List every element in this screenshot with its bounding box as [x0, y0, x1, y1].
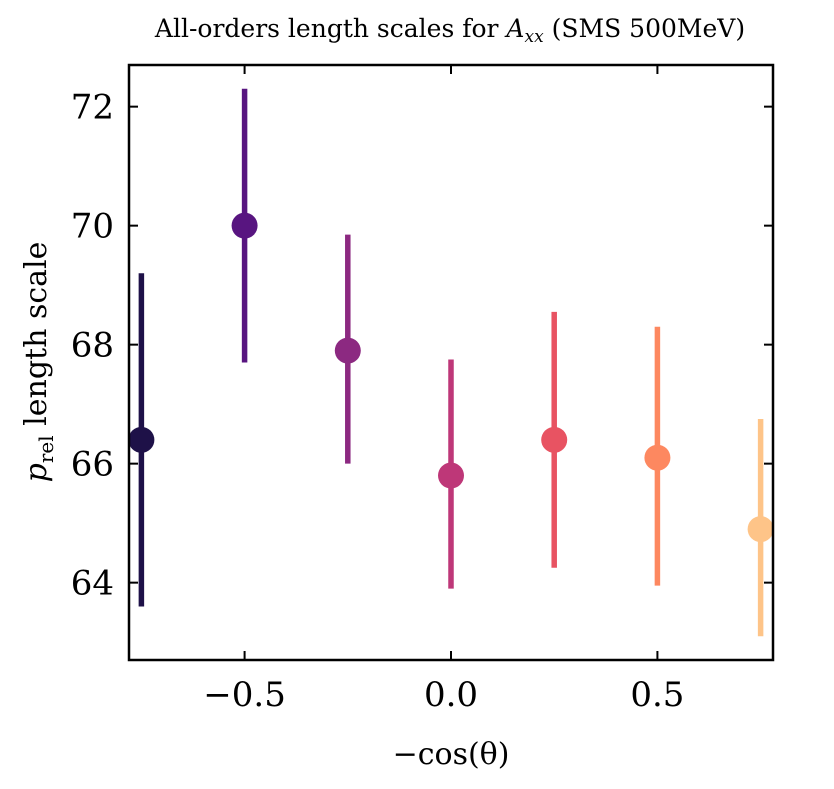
y-tick-label-1: 66	[71, 445, 114, 485]
data-point-3	[438, 462, 464, 489]
chart-title: All-orders length scales for Axx (SMS 50…	[154, 14, 745, 47]
data-point-4	[541, 426, 568, 453]
y-tick-label-3: 70	[71, 207, 114, 247]
data-point-0	[129, 426, 155, 453]
data-point-6	[747, 516, 773, 543]
y-tick-label-0: 64	[71, 564, 114, 604]
x-axis: −0.5 0.0 0.5	[203, 65, 684, 715]
data-point-5	[644, 444, 671, 471]
x-tick-label-0: −0.5	[203, 675, 286, 715]
y-tick-label-4: 72	[71, 88, 114, 128]
y-axis: 64 66 68 70 72	[71, 88, 773, 604]
data-point-1	[231, 212, 258, 239]
data-point-2	[334, 337, 361, 364]
y-axis-label: prel length scale	[19, 242, 58, 483]
x-tick-label-1: 0.0	[424, 675, 478, 715]
x-axis-label: −cos(θ)	[393, 737, 510, 772]
y-tick-label-2: 68	[71, 326, 114, 366]
x-tick-label-2: 0.5	[630, 675, 684, 715]
data-layer	[129, 88, 773, 637]
